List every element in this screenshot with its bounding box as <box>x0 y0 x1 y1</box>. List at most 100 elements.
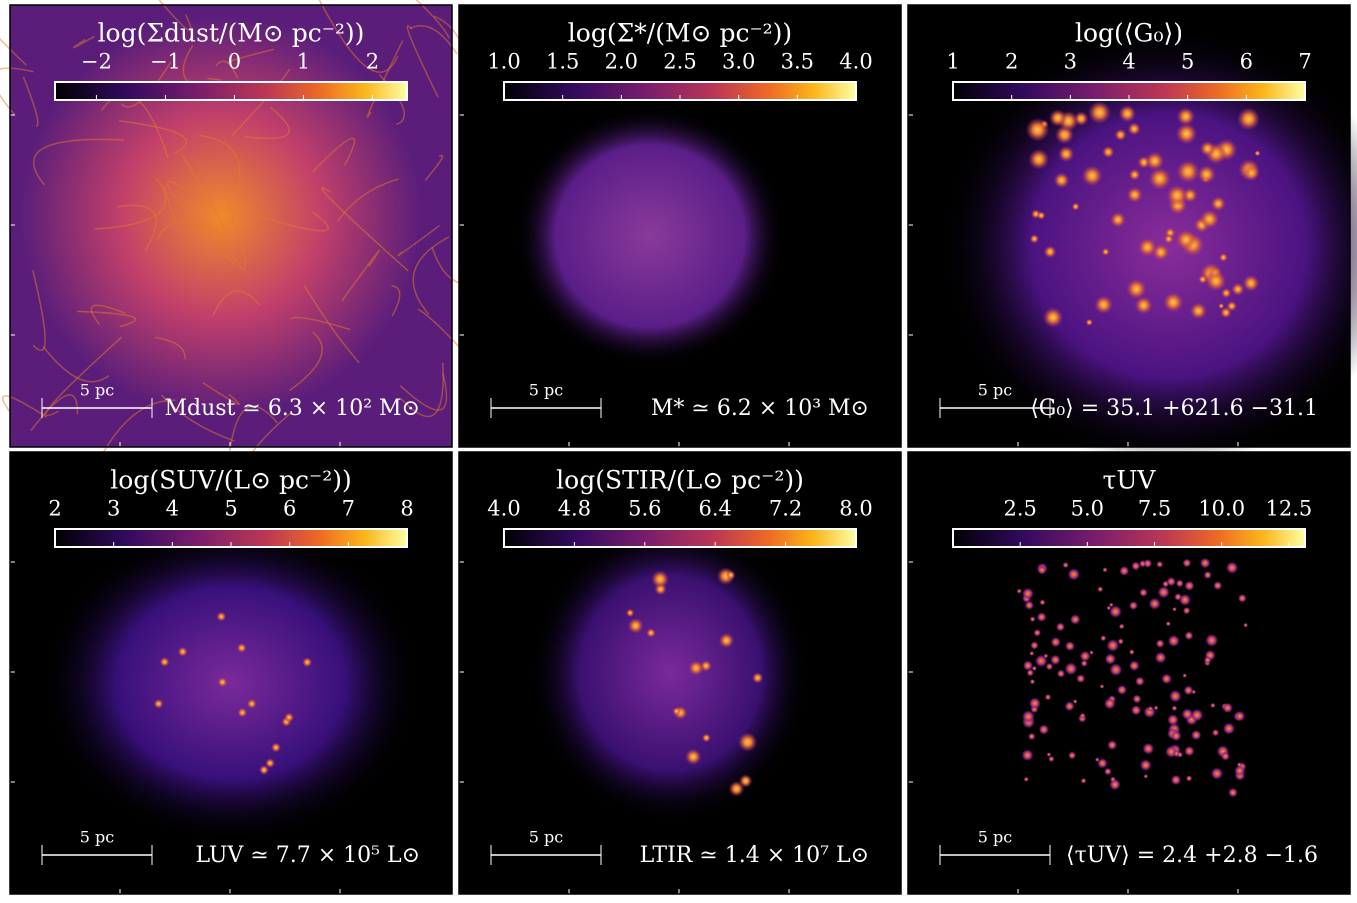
source <box>1176 107 1196 126</box>
colorbar-tick-label: 5.0 <box>1071 497 1104 521</box>
filament <box>32 270 46 352</box>
source <box>1023 660 1033 671</box>
source <box>1109 602 1114 607</box>
colorbar-tick-label: 5.6 <box>628 497 661 521</box>
source <box>159 656 170 667</box>
filament <box>336 178 399 222</box>
source <box>1079 713 1086 719</box>
source <box>1129 660 1140 671</box>
colorbar-title: τUV <box>1103 466 1157 495</box>
colorbar-tick-label: 7 <box>342 497 355 521</box>
filament <box>321 187 409 272</box>
source <box>1068 568 1080 580</box>
colorbar-tick-label: 4.0 <box>487 497 520 521</box>
filament <box>226 201 247 271</box>
colorbar-tick-label: 3 <box>1064 50 1077 74</box>
filament <box>0 37 27 66</box>
source <box>1226 562 1238 574</box>
source <box>1062 562 1069 568</box>
source <box>1148 167 1172 191</box>
filament <box>42 346 110 383</box>
source <box>1085 318 1093 327</box>
source <box>1176 159 1200 184</box>
source <box>1022 710 1035 723</box>
source <box>1243 164 1260 182</box>
source <box>1029 679 1035 685</box>
panel-frame <box>9 451 453 895</box>
annotation: ⟨G₀⟩ = 35.1 +621.6 −31.1 <box>1030 396 1318 421</box>
colorbar-tick-label: 12.5 <box>1265 497 1312 521</box>
filament <box>318 0 399 73</box>
source <box>1036 211 1046 220</box>
source <box>1203 571 1212 579</box>
source <box>737 732 758 752</box>
source <box>1049 109 1067 127</box>
filament <box>251 211 329 232</box>
colorbar-tick-label: 2.5 <box>1003 497 1036 521</box>
filament <box>30 394 79 431</box>
annotation: LUV ≃ 7.7 × 10⁵ L⊙ <box>195 843 420 868</box>
source <box>1022 749 1033 761</box>
colorbar-tick-label: 5 <box>224 497 237 521</box>
source <box>1035 655 1047 667</box>
annotation: ⟨τUV⟩ = 2.4 +2.8 −1.6 <box>1066 843 1318 868</box>
filament <box>155 336 186 360</box>
source <box>1119 566 1129 576</box>
source <box>1220 287 1232 299</box>
source <box>1106 639 1119 652</box>
filament <box>45 336 123 417</box>
colorbar-tick-label: −1 <box>150 50 181 74</box>
filament <box>207 77 222 81</box>
annotation: Mdust ≃ 6.3 × 10² M⊙ <box>164 396 420 421</box>
scale-bar-label: 5 pc <box>80 381 115 400</box>
source <box>1218 252 1228 262</box>
source <box>1212 729 1219 737</box>
source <box>1167 714 1179 726</box>
filament <box>244 106 290 140</box>
source <box>1198 274 1208 284</box>
source <box>1168 635 1180 647</box>
source <box>1081 165 1103 187</box>
source <box>1171 705 1178 711</box>
source <box>1109 605 1122 618</box>
panel-frame <box>458 451 902 895</box>
source <box>1171 775 1181 785</box>
source <box>1033 629 1041 637</box>
source <box>1080 651 1091 662</box>
source <box>1210 196 1226 212</box>
scale-bar-label: 5 pc <box>978 381 1013 400</box>
source <box>1127 122 1141 136</box>
source <box>701 733 711 743</box>
source <box>1171 730 1182 741</box>
source <box>646 628 656 638</box>
source <box>1182 673 1187 678</box>
source <box>1097 758 1108 769</box>
source <box>1050 655 1061 665</box>
source <box>1053 172 1070 189</box>
source <box>1197 165 1216 184</box>
source <box>726 570 736 580</box>
scale-bar-label: 5 pc <box>978 828 1013 847</box>
source <box>1068 751 1076 760</box>
source <box>1044 694 1051 701</box>
source <box>1231 282 1245 296</box>
source <box>1153 705 1159 711</box>
filament <box>396 224 441 257</box>
filament <box>73 35 95 49</box>
colorbar-tick-label: 8 <box>400 497 413 521</box>
source <box>1139 588 1148 597</box>
source <box>1119 623 1125 629</box>
filament <box>199 134 241 197</box>
source <box>728 780 745 797</box>
source <box>1145 151 1165 171</box>
source <box>1222 703 1233 713</box>
source <box>1039 724 1049 735</box>
source <box>1210 702 1216 708</box>
source <box>1135 676 1145 686</box>
source <box>1137 237 1157 257</box>
source <box>1234 711 1245 722</box>
colorbar-tick-label: 0 <box>228 50 241 74</box>
colorbar-tick-label: 4.0 <box>839 50 872 74</box>
colorbar-title: log(Σdust/(M⊙ pc⁻²)) <box>98 19 365 48</box>
scale-bar-label: 5 pc <box>529 828 564 847</box>
